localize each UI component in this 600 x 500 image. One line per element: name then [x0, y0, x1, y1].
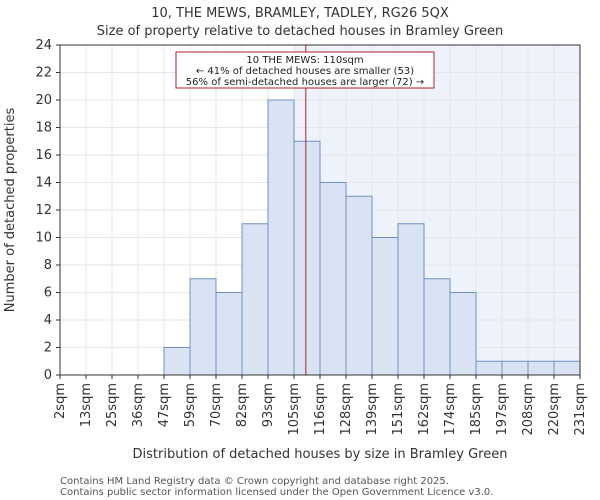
- x-axis-ticks: 2sqm 13sqm 25sqm 36sqm 47sqm 59sqm 70sqm 82sqm 9…: [53, 375, 588, 436]
- y-tick-label: 10: [35, 231, 52, 246]
- y-tick-label: 4: [44, 313, 52, 328]
- bar: [293, 140, 321, 376]
- x-tick-label: 139sqm: [365, 383, 380, 436]
- annotation-line-1: 10 THE MEWS: 110sqm: [246, 55, 363, 66]
- x-tick-label: 128sqm: [339, 383, 354, 436]
- bar: [397, 223, 425, 376]
- x-tick-label: 116sqm: [313, 383, 328, 436]
- y-tick-label: 12: [35, 203, 52, 218]
- annotation-box: 10 THE MEWS: 110sqm ← 41% of detached ho…: [175, 51, 435, 89]
- bar: [371, 237, 399, 376]
- x-tick-label: 70sqm: [209, 383, 224, 427]
- x-tick-label: 208sqm: [521, 383, 536, 436]
- x-tick-label: 13sqm: [79, 383, 94, 427]
- x-tick-label: 174sqm: [443, 383, 458, 436]
- y-tick-label: 14: [35, 176, 52, 191]
- x-tick-label: 59sqm: [183, 383, 198, 427]
- y-tick-label: 24: [35, 38, 52, 53]
- bar: [527, 360, 555, 376]
- y-tick-label: 0: [44, 368, 52, 383]
- y-tick-label: 18: [35, 121, 52, 136]
- x-tick-label: 36sqm: [131, 383, 146, 427]
- y-tick-label: 20: [35, 93, 52, 108]
- y-tick-label: 8: [44, 258, 52, 273]
- footer-line-2: Contains public sector information licen…: [60, 487, 493, 498]
- bar: [345, 195, 373, 376]
- y-tick-label: 2: [44, 341, 52, 356]
- bar: [501, 360, 529, 376]
- x-tick-label: 151sqm: [391, 383, 406, 436]
- bar-series: [163, 99, 581, 376]
- bar: [241, 223, 269, 376]
- y-tick-label: 6: [44, 286, 52, 301]
- x-tick-label: 105sqm: [287, 383, 302, 436]
- y-tick-label: 22: [35, 66, 52, 81]
- x-tick-label: 93sqm: [261, 383, 276, 427]
- bar: [423, 278, 451, 376]
- chart-title: 10, THE MEWS, BRAMLEY, TADLEY, RG26 5QX: [151, 6, 449, 21]
- x-tick-label: 82sqm: [235, 383, 250, 427]
- x-tick-label: 25sqm: [105, 383, 120, 427]
- footer-line-1: Contains HM Land Registry data © Crown c…: [60, 476, 449, 487]
- annotation-line-2: ← 41% of detached houses are smaller (53…: [196, 66, 414, 77]
- bar: [319, 182, 347, 376]
- x-tick-label: 162sqm: [417, 383, 432, 436]
- bar: [267, 99, 295, 376]
- bar: [475, 360, 503, 376]
- chart-subtitle: Size of property relative to detached ho…: [97, 24, 504, 39]
- x-tick-label: 220sqm: [547, 383, 562, 436]
- bar: [449, 292, 477, 376]
- bar: [215, 292, 243, 376]
- y-axis-label: Number of detached properties: [3, 108, 18, 313]
- bar: [163, 347, 191, 376]
- x-tick-label: 2sqm: [53, 383, 68, 419]
- x-tick-label: 185sqm: [469, 383, 484, 436]
- annotation-line-3: 56% of semi-detached houses are larger (…: [186, 77, 424, 88]
- y-tick-label: 16: [35, 148, 52, 163]
- x-tick-label: 197sqm: [495, 383, 510, 436]
- x-tick-label: 47sqm: [157, 383, 172, 427]
- bar: [189, 278, 217, 376]
- x-tick-label: 231sqm: [573, 383, 588, 436]
- bar: [553, 360, 581, 376]
- x-axis-label: Distribution of detached houses by size …: [133, 447, 508, 462]
